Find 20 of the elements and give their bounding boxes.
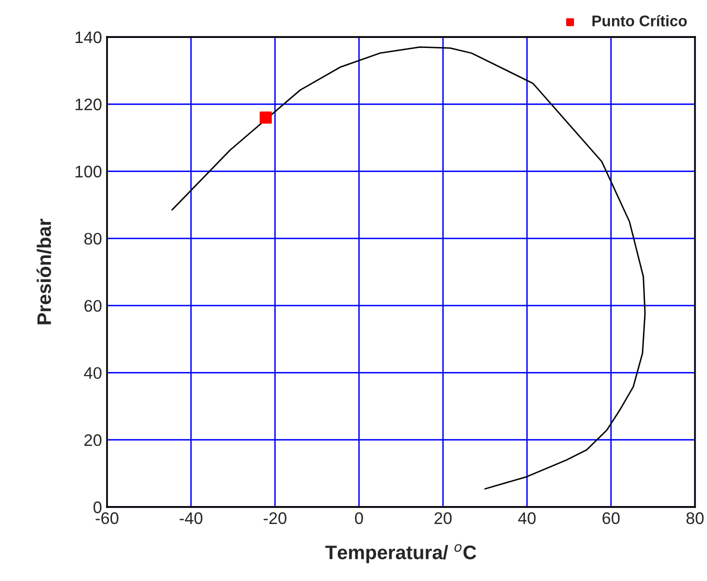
y-tick-label: 20 [84, 434, 102, 446]
y-axis-title: Presión/bar [36, 218, 52, 324]
y-tick-label: 40 [84, 367, 102, 379]
y-tick-label: 80 [84, 232, 102, 245]
y-tick-label: 140 [76, 31, 102, 44]
x-tick-label: -40 [180, 512, 202, 524]
y-tick-label: 120 [76, 98, 102, 110]
x-tick-label: 80 [686, 512, 704, 524]
x-tick-label: 20 [434, 512, 452, 524]
x-tick-label: 60 [602, 512, 620, 524]
x-tick-label: -60 [96, 512, 118, 524]
x-tick-label: 40 [518, 512, 536, 524]
y-tick-label: 100 [76, 166, 102, 178]
y-tick-label: 0 [94, 501, 102, 514]
x-tick-label: -20 [264, 512, 286, 524]
x-tick-label: 0 [355, 512, 363, 524]
y-tick-label: 60 [84, 300, 102, 312]
legend-label: Punto Crítico [592, 14, 687, 26]
line-series [171, 46, 646, 490]
x-axis-title: Temperatura/ $^{o}$C [325, 544, 476, 564]
